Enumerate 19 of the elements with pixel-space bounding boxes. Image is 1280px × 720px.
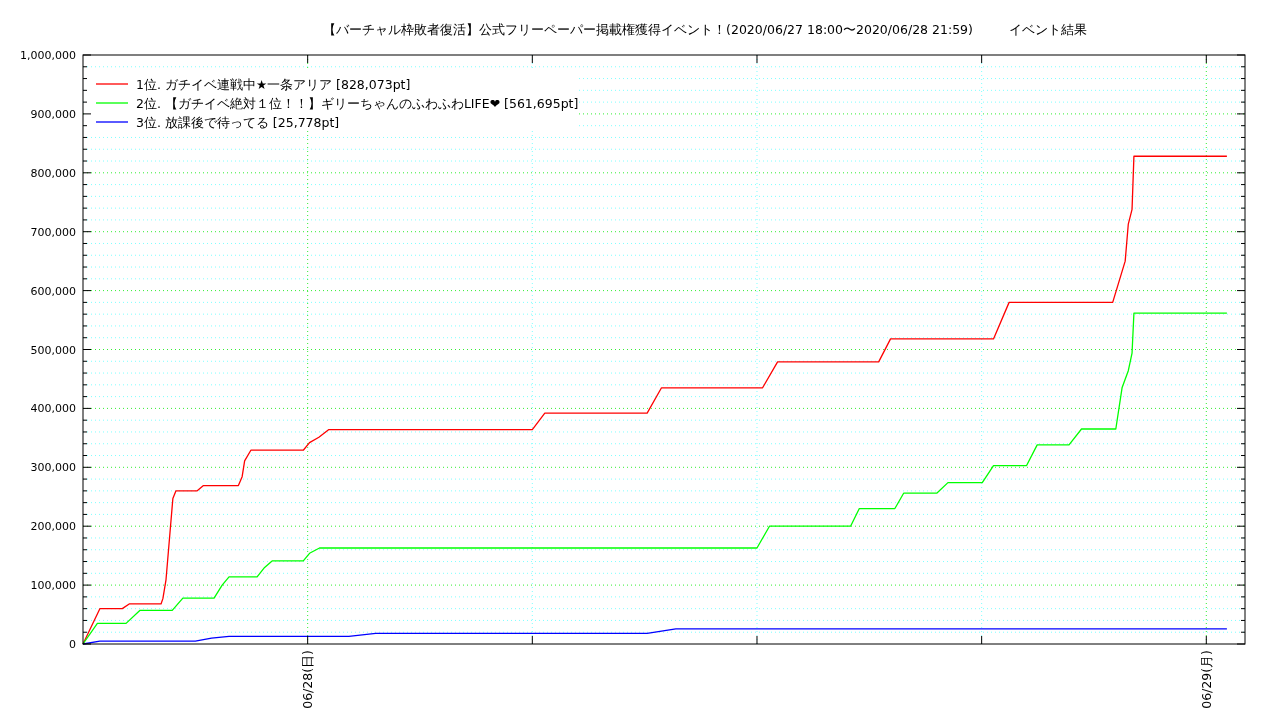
- legend-label: 2位. 【ガチイベ絶対１位！！】ギリーちゃんのふわふわLIFE❤ [561,695pt]: [136, 95, 579, 111]
- y-tick-label: 700,000: [30, 225, 76, 239]
- x-tick-label: 06/29(月): [1198, 650, 1214, 709]
- chart-title: 【バーチャル枠敗者復活】公式フリーペーパー掲載権獲得イベント！(2020/06/27 18:00〜2020/06/28 21:59): [323, 22, 973, 37]
- y-tick-label: 1,000,000: [20, 49, 76, 62]
- y-tick-label: 400,000: [30, 402, 76, 416]
- x-tick-label: 06/28(日): [300, 650, 316, 709]
- y-tick-label: 600,000: [30, 284, 76, 298]
- y-tick-label: 300,000: [30, 461, 76, 475]
- chart-subtitle: イベント結果: [1009, 22, 1087, 37]
- legend-label: 3位. 放課後で待ってる [25,778pt]: [136, 114, 340, 130]
- y-tick-label: 500,000: [30, 343, 76, 357]
- y-tick-label: 0: [69, 638, 76, 651]
- y-tick-label: 100,000: [30, 579, 76, 593]
- y-tick-label: 800,000: [30, 166, 76, 180]
- y-tick-label: 200,000: [30, 520, 76, 534]
- line-series: [82, 312, 1228, 645]
- legend-label: 1位. ガチイベ連戦中★一条アリア [828,073pt]: [136, 76, 411, 92]
- y-tick-label: 900,000: [30, 107, 76, 121]
